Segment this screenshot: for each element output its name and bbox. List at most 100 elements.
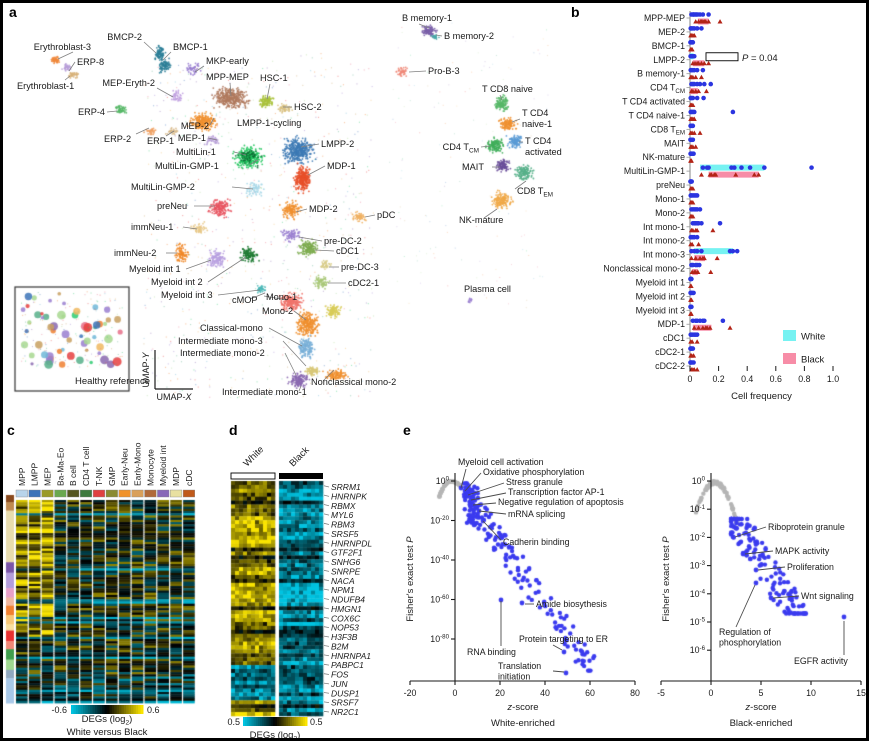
row-label: cDC1: [663, 333, 685, 343]
cluster-label: ERP-8: [77, 57, 104, 67]
x-tick: 5: [759, 688, 764, 698]
column-label: Ba-Ma-Eo: [55, 447, 65, 486]
cluster-label: naive-1: [522, 119, 552, 129]
y-axis-label: Fisher's exact test P: [405, 536, 416, 622]
x-tick: 15: [856, 688, 866, 698]
gene-label: DUSP1: [331, 688, 360, 698]
cluster-label: cMOP: [232, 295, 258, 305]
cluster-label: MPP-MEP: [206, 72, 249, 82]
y-tick: 10-2: [690, 532, 706, 542]
cluster-label: activated: [525, 147, 562, 157]
gene-label: HNRNPDL: [331, 538, 372, 548]
gene-label: NACA: [331, 576, 355, 586]
cluster-label: HSC-1: [260, 73, 288, 83]
cluster-label: cDC1: [336, 246, 359, 256]
deg-heatmap-canvas: [3, 421, 227, 738]
gene-label: HNRNPK: [331, 491, 367, 501]
gene-label: GTF2F1: [331, 548, 363, 558]
legend-swatch: [783, 353, 796, 364]
annotation-label: phosphorylation: [719, 638, 781, 648]
gene-label: COX6C: [331, 613, 361, 623]
row-label: BMCP-1: [652, 41, 685, 51]
cluster-label: B memory-2: [444, 31, 494, 41]
annotation-label: EGFR activity: [794, 656, 848, 666]
column-color-key: [15, 489, 28, 498]
cluster-label: ERP-1: [147, 136, 174, 146]
row-label: LMPP-2: [653, 55, 685, 65]
p-value-annotation: P = 0.04: [742, 53, 778, 64]
column-label: LMPP: [30, 463, 40, 486]
x-tick: -5: [657, 688, 665, 698]
column-label: CD4 T cell: [81, 447, 91, 486]
annotation-label: Amide biosythesis: [536, 599, 607, 609]
gene-label: HNRNPA1: [331, 651, 371, 661]
gene-label: RBMX: [331, 501, 356, 511]
column-label: MEP: [43, 467, 53, 486]
x-axis-sublabel: White-enriched: [491, 718, 555, 729]
inset-label: Healthy reference: [75, 376, 150, 387]
gene-label: RBM3: [331, 520, 355, 530]
colorbar-max: 0.6: [147, 705, 160, 715]
cluster-label: preNeu: [157, 201, 187, 211]
column-label: Monocyte: [145, 449, 155, 486]
x-tick: 0: [688, 374, 693, 384]
cluster-label: Pro-B-3: [428, 66, 460, 76]
row-label: T CD4 naive-1: [628, 110, 685, 120]
cluster-label: immNeu-1: [131, 222, 173, 232]
cluster-label: Intermediate mono-2: [180, 348, 265, 358]
cluster-label: B memory-1: [402, 13, 452, 23]
gene-label: NR2C1: [331, 707, 359, 717]
gene-label: B2M: [331, 641, 349, 651]
row-label: cDC2-1: [655, 347, 685, 357]
y-tick: 100: [692, 476, 706, 486]
colorbar-min: -0.5: [227, 717, 240, 727]
annotation-label: Proliferation: [787, 562, 834, 572]
gene-label: JUN: [330, 679, 348, 689]
cluster-label: BMCP-2: [107, 32, 142, 42]
enrichment-scatter-annotations: -20 0 20 40 60 8010010-2010-4010-6010-80z-sco…: [404, 457, 866, 729]
annotation-label: Riboprotein granule: [768, 522, 845, 532]
umap-scatter-canvas: [3, 3, 568, 421]
column-label: Myeloid int: [158, 445, 168, 486]
x-tick: 0: [453, 688, 458, 698]
cluster-label: MEP-1: [178, 133, 206, 143]
umap-y-axis-label: UMAP-Y: [141, 352, 151, 388]
gene-label: PABPC1: [331, 660, 364, 670]
y-tick: 10-4: [690, 588, 706, 598]
group-label: Black: [287, 445, 311, 469]
cell-frequency-dotplot: MPP-MEP MEP-2 BMCP-1 LMPP-2 P = 0.04 B memory…: [603, 11, 839, 402]
column-label: MDP: [171, 467, 181, 486]
group-bar-black: [279, 473, 323, 479]
annotation-label: Stress granule: [506, 477, 563, 487]
gene-label: NDUFB4: [331, 595, 365, 605]
column-color-key: [118, 489, 131, 498]
annotation-label: Cadherin binding: [503, 537, 570, 547]
cluster-label: Myeloid int 3: [161, 290, 213, 300]
cluster-label: NK-mature: [459, 215, 503, 225]
y-tick: 10-60: [430, 594, 449, 604]
cluster-label: MDP-2: [309, 204, 338, 214]
column-label: GMP: [107, 466, 117, 486]
gene-label: SRSF7: [331, 698, 359, 708]
column-label: MPP: [17, 467, 27, 486]
umap-x-axis-label: UMAP-X: [156, 392, 192, 402]
row-label: MEP-2: [658, 27, 685, 37]
annotation-label: Protein targeting to ER: [519, 634, 608, 644]
column-label: Early-Neu: [120, 448, 130, 486]
annotation-label: mRNA splicing: [508, 509, 565, 519]
column-label: T-NK: [94, 466, 104, 486]
x-tick: 0.4: [741, 374, 753, 384]
cluster-label: MKP-early: [206, 56, 249, 66]
annotation-label: RNA binding: [467, 647, 516, 657]
legend-label: Black: [801, 355, 824, 366]
column-color-key: [28, 489, 41, 498]
cluster-label: MEP-Eryth-2: [102, 78, 155, 88]
row-label: NK-mature: [642, 152, 685, 162]
row-label: MultiLin-GMP-1: [624, 166, 685, 176]
row-label: Myeloid int 1: [636, 277, 685, 287]
row-label: preNeu: [656, 180, 685, 190]
gene-label: FOS: [331, 670, 349, 680]
cluster-label: MultiLin-GMP-1: [155, 161, 219, 171]
gene-label: SNHG6: [331, 557, 361, 567]
